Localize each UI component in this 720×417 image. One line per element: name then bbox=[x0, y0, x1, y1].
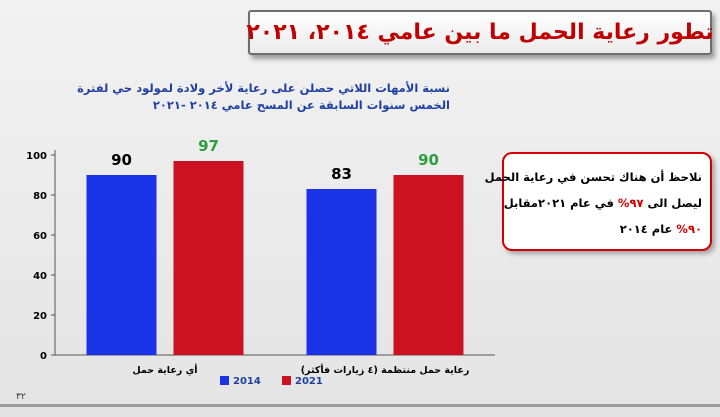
bar-2014-1 bbox=[306, 189, 377, 355]
data-label: 90 bbox=[418, 151, 439, 169]
note-box: نلاحظ أن هناك تحسن في رعاية الحمل ليصل ا… bbox=[484, 152, 712, 251]
note-line-1: نلاحظ أن هناك تحسن في رعاية الحمل bbox=[484, 170, 702, 184]
legend-label-2014: 2014 bbox=[233, 376, 261, 387]
note-line-2-start: ليصل الى bbox=[643, 196, 702, 210]
data-label: 90 bbox=[111, 151, 132, 169]
title-box: تطور رعاية الحمل ما بين عامي ٢٠١٤، ٢٠٢١ bbox=[246, 10, 714, 55]
subtitle-line-1: نسبة الأمهات اللاتي حصلن على رعاية لأخر … bbox=[77, 81, 450, 95]
y-tick-label: 60 bbox=[33, 231, 47, 242]
bar-2021-0 bbox=[173, 161, 244, 355]
y-tick-label: 0 bbox=[40, 351, 47, 362]
legend-label-2021: 2021 bbox=[295, 376, 323, 387]
note-line-3: ٩٠% عام ٢٠١٤ bbox=[512, 216, 702, 242]
data-label: 97 bbox=[198, 137, 219, 155]
y-tick-label: 40 bbox=[33, 271, 47, 282]
y-tick-label: 80 bbox=[33, 191, 47, 202]
y-tick-label: 20 bbox=[33, 311, 47, 322]
legend-swatch-2014 bbox=[220, 376, 229, 385]
note-line-2-end: في عام ٢٠٢١مقابل bbox=[503, 196, 618, 210]
page-number: ٣٢ bbox=[16, 392, 26, 402]
note-pct-2021: ٩٧% bbox=[617, 196, 644, 210]
bar-2021-1 bbox=[393, 175, 464, 355]
subtitle-line-2: الخمس سنوات السابقة عن المسح عامي ٢٠١٤ -… bbox=[152, 98, 450, 112]
legend-swatch-2021 bbox=[282, 376, 291, 385]
data-label: 83 bbox=[331, 165, 352, 183]
note-line-3-end: عام ٢٠١٤ bbox=[619, 222, 677, 236]
y-tick-label: 100 bbox=[26, 151, 47, 162]
x-tick-label: أي رعاية حمل bbox=[132, 363, 197, 376]
chart-subtitle: نسبة الأمهات اللاتي حصلن على رعاية لأخر … bbox=[60, 80, 450, 114]
note-pct-2014: ٩٠% bbox=[676, 222, 702, 236]
bar-2014-0 bbox=[86, 175, 157, 355]
note-line-2: ليصل الى ٩٧% في عام ٢٠٢١مقابل bbox=[504, 190, 702, 216]
slide-title: تطور رعاية الحمل ما بين عامي ٢٠١٤، ٢٠٢١ bbox=[246, 20, 714, 45]
x-tick-label: رعاية حمل منتظمة (٤ زيارات فأكثر) bbox=[301, 363, 470, 376]
footer-line bbox=[0, 404, 720, 407]
